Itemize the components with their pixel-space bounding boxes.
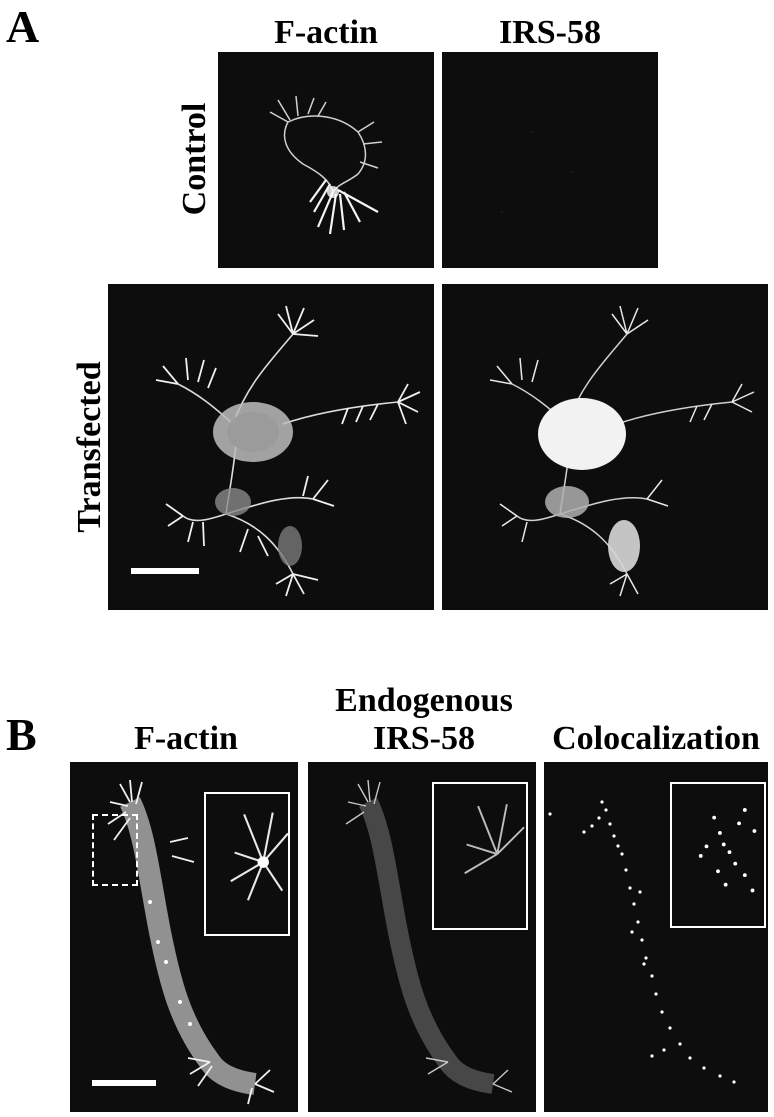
cell-image-control-factin <box>269 95 383 235</box>
cell-image-b-factin <box>107 779 275 1105</box>
panel-a-letter: A <box>6 1 40 52</box>
scale-bar-panel-a <box>131 568 199 574</box>
panel-b-col-title-factin: F-actin <box>134 720 238 757</box>
panel-b-col-title-colocalization: Colocalization <box>552 720 760 757</box>
cell-image-transfected-factin <box>155 305 421 597</box>
panel-b-col-title-endogenous: Endogenous <box>335 682 513 719</box>
inset-b-factin <box>204 792 290 936</box>
panel-b-letter: B <box>6 709 37 760</box>
micrograph-b-factin <box>70 762 298 1112</box>
cell-image-transfected-irs58 <box>489 305 755 597</box>
micrograph-control-irs58 <box>442 52 658 268</box>
panel-b-col-title-irs58: IRS-58 <box>372 720 476 757</box>
panel-a-col-title-factin: F-actin <box>274 14 378 51</box>
cell-image-b-colocalization <box>548 800 736 1084</box>
inset-source-box <box>92 814 138 886</box>
panel-a-col-title-irs58: IRS-58 <box>498 14 602 51</box>
micrograph-b-colocalization <box>544 762 768 1112</box>
cell-image-control-irs58 <box>501 131 573 213</box>
panel-a-row-title-transfected: Transfected <box>71 361 108 533</box>
micrograph-control-factin <box>218 52 434 268</box>
micrograph-transfected-factin <box>108 284 434 610</box>
micrograph-b-irs58 <box>308 762 536 1112</box>
cell-image-b-irs58 <box>345 779 513 1094</box>
scale-bar-panel-b <box>92 1080 156 1086</box>
micrograph-transfected-irs58 <box>442 284 768 610</box>
panel-a-row-title-control: Control <box>176 102 213 216</box>
inset-b-irs58 <box>432 782 528 930</box>
inset-b-colocalization <box>670 782 766 928</box>
